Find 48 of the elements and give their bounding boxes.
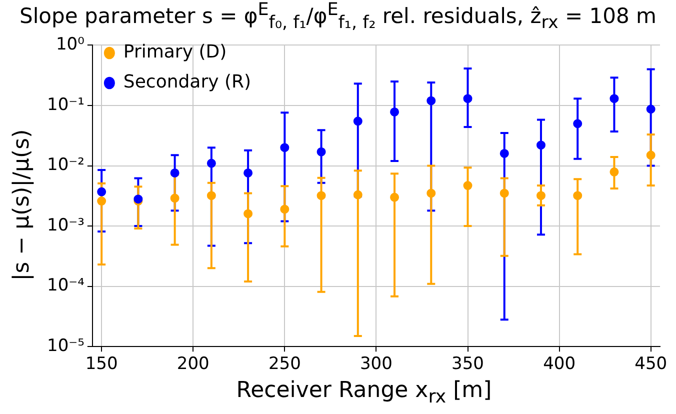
point (463, 181, 472, 190)
point (206, 191, 216, 200)
point (390, 192, 400, 202)
point (463, 94, 472, 104)
point (426, 96, 436, 106)
point (316, 191, 326, 200)
point (97, 187, 106, 196)
y-axis-title: |s − μ(s)|/μ(s) (10, 129, 34, 281)
y-tick-label: 10⁻¹ (47, 94, 84, 115)
legend-label: Primary (D) (123, 42, 227, 63)
point (573, 119, 582, 128)
point (244, 209, 253, 218)
point (610, 94, 619, 104)
point (500, 188, 509, 198)
x-tick-label: 300 (360, 354, 392, 374)
point (353, 190, 362, 200)
point (244, 168, 253, 178)
y-tick-label: 10⁻³ (47, 215, 84, 236)
legend-label: Secondary (R) (123, 72, 252, 93)
point (206, 158, 216, 168)
point (170, 194, 180, 203)
point (316, 147, 326, 156)
point (280, 143, 290, 152)
chart-title: Slope parameter s = φ$^{E}$$_{f₀, f₁}$/φ$^{E}$$_{f₁, f₂}$ rel. residuals, ẑ$_{rx}$ = 108 m (20, 0, 656, 34)
point (97, 196, 106, 206)
y-tick-label: 10⁻⁴ (47, 276, 85, 296)
y-tick-label: 10⁻² (47, 155, 84, 176)
point (353, 116, 362, 126)
y-tick-label: 10⁻⁵ (47, 336, 84, 356)
x-tick-label: 450 (634, 354, 668, 374)
x-axis-title: Receiver Range x$_{rx}$ [m] (235, 378, 493, 408)
y-tick-label: 10⁰ (56, 34, 85, 55)
x-tick-label: 350 (452, 354, 484, 374)
point (426, 188, 436, 198)
point (646, 150, 656, 160)
point (610, 167, 619, 176)
x-tick-label: 150 (85, 354, 118, 374)
point (536, 191, 546, 200)
point (573, 191, 582, 200)
point (390, 107, 400, 116)
x-tick-label: 250 (268, 354, 301, 374)
point (536, 140, 546, 150)
point (646, 104, 656, 114)
point (280, 204, 290, 214)
point (500, 148, 509, 158)
point (170, 168, 180, 178)
x-tick-label: 200 (176, 354, 210, 374)
x-tick-label: 400 (543, 354, 576, 374)
